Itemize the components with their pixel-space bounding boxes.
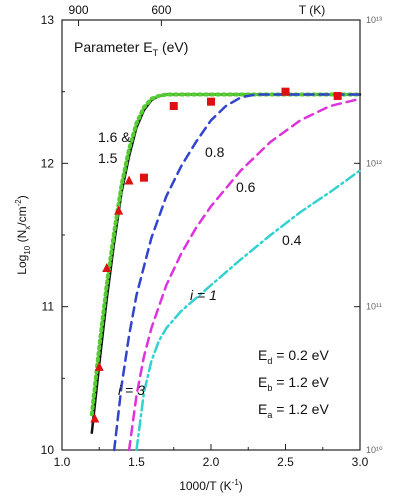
series-line-4 xyxy=(135,169,362,452)
markers-group xyxy=(90,87,342,423)
series-line-2 xyxy=(112,93,362,452)
data-point-triangle xyxy=(90,413,100,423)
x-tick-label: 1.0 xyxy=(54,455,71,469)
data-point-triangle xyxy=(102,262,112,272)
right-tick-label: 10¹⁰ xyxy=(366,445,383,455)
y-tick-label: 10 xyxy=(41,443,55,457)
label-curve-0-4: 0.4 xyxy=(282,232,302,248)
data-point-triangle xyxy=(114,205,124,215)
label-i-1: i = 1 xyxy=(190,287,217,303)
series-line-3 xyxy=(127,97,362,452)
y-tick-label: 11 xyxy=(42,300,55,314)
label-ed: Ed = 0.2 eV xyxy=(258,347,329,366)
data-point-square xyxy=(281,87,290,96)
right-tick-label: 10¹² xyxy=(366,158,382,168)
data-point-square xyxy=(139,173,148,182)
x-tick-label: 1.5 xyxy=(128,455,145,469)
series-line-1 xyxy=(89,92,362,417)
label-eb: Eb = 1.2 eV xyxy=(258,374,329,393)
data-point-square xyxy=(333,91,342,100)
x-axis-title: 1000/T (K-1) xyxy=(179,478,243,493)
data-point-square xyxy=(207,97,215,106)
series-group xyxy=(89,92,362,452)
top-tick-label: 600 xyxy=(151,3,171,17)
data-point-triangle xyxy=(124,175,134,185)
x-tick-label: 3.0 xyxy=(352,455,369,469)
y-tick-label: 13 xyxy=(41,13,55,27)
ticks: 1.0 1.5 2.0 2.5 3.0 10 11 12 13 900 600 10¹⁰ 10¹¹ 10¹… xyxy=(41,3,383,469)
right-tick-label: 10¹¹ xyxy=(366,302,382,312)
top-tick-label: 900 xyxy=(69,3,89,17)
right-tick-label: 10¹³ xyxy=(366,15,382,25)
label-curve-0-8: 0.8 xyxy=(205,144,225,160)
label-curve-0-6: 0.6 xyxy=(236,179,256,195)
y-axis-title: Log10 (Nx/cm-2) xyxy=(14,195,32,274)
top-axis-label: T (K) xyxy=(299,3,325,17)
parameter-label: Parameter ET (eV) xyxy=(74,39,188,58)
label-curve-1-6: 1.6 & xyxy=(98,129,131,145)
data-point-square xyxy=(169,102,178,110)
data-point-triangle xyxy=(94,361,104,371)
x-tick-label: 2.5 xyxy=(277,455,294,469)
label-i-3: i = 3 xyxy=(118,382,145,398)
label-curve-1-5: 1.5 xyxy=(98,150,118,166)
x-tick-label: 2.0 xyxy=(203,455,220,469)
label-ea: Ea = 1.2 eV xyxy=(258,401,329,420)
y-tick-label: 12 xyxy=(41,156,55,170)
